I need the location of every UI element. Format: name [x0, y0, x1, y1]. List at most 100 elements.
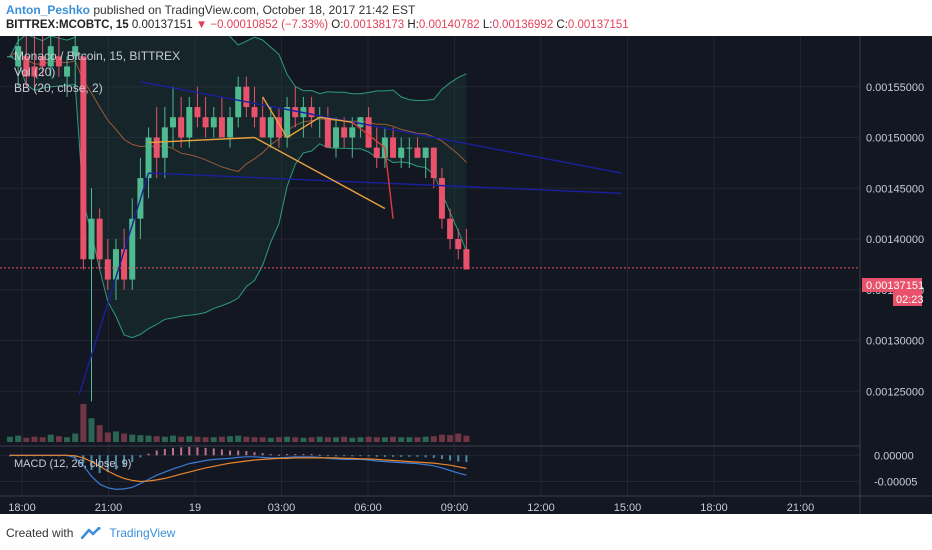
author-name[interactable]: Anton_Peshko	[6, 3, 91, 17]
candle-body	[324, 117, 331, 148]
candle-body	[186, 107, 193, 138]
candle-body	[275, 117, 282, 138]
time-tick-label: 06:00	[354, 502, 382, 514]
volume-bar	[373, 437, 380, 442]
macd-histogram-bar	[343, 455, 346, 457]
macd-histogram-bar	[155, 450, 158, 456]
macd-histogram-bar	[286, 454, 289, 456]
signal-line	[10, 454, 467, 483]
macd-histogram-bar	[432, 455, 435, 458]
macd-histogram-bar	[392, 455, 395, 457]
volume-bar	[137, 435, 144, 442]
candle-body	[55, 56, 62, 67]
time-tick-label: 03:00	[268, 502, 296, 514]
volume-bar	[7, 436, 13, 442]
last-price-tag-text: 0.00137151	[866, 280, 924, 292]
candle-body	[455, 239, 462, 250]
macd-histogram-bar	[82, 455, 85, 464]
volume-bar	[227, 436, 234, 442]
volume-bar	[259, 437, 266, 442]
macd-histogram-bar	[383, 455, 386, 457]
macd-histogram-bar	[212, 448, 215, 456]
candle-body	[7, 56, 13, 58]
price-tick-label: 0.00155000	[866, 82, 924, 94]
macd-tick-label: 0.00000	[874, 450, 914, 462]
chart-area[interactable]: 0.00000 -0.00005 0.00155000 0.00150000 0.00…	[0, 0, 932, 514]
trendline-lower	[148, 172, 622, 195]
pattern-line	[148, 136, 255, 144]
candle-body	[153, 137, 160, 158]
volume-bars	[7, 404, 470, 442]
macd-histogram-bar	[147, 453, 150, 456]
volume-bar	[316, 436, 323, 442]
volume-bar	[55, 436, 62, 442]
pattern-line	[262, 96, 288, 138]
candle-body	[88, 218, 95, 260]
candle-body	[243, 86, 250, 108]
bb-legend: BB (20, close, 2)	[14, 81, 103, 95]
time-tick-label: 19	[189, 502, 201, 514]
macd-histogram-bar	[229, 450, 232, 456]
pattern-line	[254, 136, 386, 210]
volume-bar	[455, 433, 462, 442]
pattern-line	[319, 116, 353, 123]
trendline-support	[78, 172, 150, 395]
candle-body	[267, 117, 274, 138]
price-chart[interactable]: 0.00000 -0.00005 0.00155000 0.00150000 0.00…	[0, 0, 932, 514]
macd-histogram-bar	[408, 455, 411, 457]
volume-bar	[284, 436, 291, 442]
volume-bar	[178, 436, 185, 442]
low-label: L:	[482, 19, 493, 31]
tradingview-brand[interactable]: TradingView	[109, 526, 176, 540]
candle-body	[23, 56, 30, 77]
macd-histogram-bar	[188, 446, 191, 456]
volume-bar	[47, 434, 54, 442]
macd-histogram-bar	[294, 454, 297, 456]
macd-histogram-bar	[359, 455, 362, 457]
macd-histogram-bar	[139, 455, 142, 458]
macd-histogram-bar	[318, 454, 321, 456]
footer: Created with TradingView	[6, 526, 175, 540]
candle-body	[31, 66, 38, 77]
candle-body	[438, 178, 445, 219]
vol-legend: Vol (20)	[14, 65, 55, 79]
macd-histogram-bar	[220, 449, 223, 456]
high-label: H:	[407, 19, 419, 31]
bb-upper-line	[9, 0, 467, 102]
volume-bar	[324, 437, 331, 442]
candle-body	[373, 147, 380, 158]
price-tick-label: 0.00130000	[866, 336, 924, 348]
volume-bar	[161, 436, 168, 442]
candle-body	[349, 127, 356, 138]
candle-body	[406, 147, 413, 149]
candle-body	[390, 137, 397, 158]
candle-body	[341, 127, 348, 138]
volume-bar	[267, 437, 274, 442]
time-tick-label: 21:00	[787, 502, 815, 514]
macd-histogram-bar	[335, 455, 337, 457]
macd-histogram-bar	[114, 455, 117, 470]
candle-body	[259, 117, 266, 138]
macd-histogram-bar	[261, 453, 264, 456]
volume-bar	[88, 418, 95, 442]
macd-histogram-bar	[465, 455, 468, 463]
created-with-text: Created with	[6, 526, 74, 540]
candle-body	[210, 117, 217, 128]
price-change: ▼ −0.00010852 (−7.33%)	[195, 19, 329, 31]
published-text: published on TradingView.com, October 18…	[93, 3, 416, 17]
symbol-label: BITTREX:MCOBTC, 15	[6, 19, 129, 31]
candle-body	[96, 218, 103, 260]
macd-histogram-bar	[375, 455, 378, 457]
macd-histogram-bar	[326, 455, 329, 457]
macd-histogram-bar	[123, 455, 126, 466]
volume-bar	[357, 437, 364, 442]
volume-bar	[194, 436, 201, 442]
macd-histogram-bar	[302, 454, 305, 456]
macd-histogram-bar	[424, 455, 427, 458]
chart-background	[0, 36, 932, 514]
volume-bar	[333, 437, 339, 442]
volume-bar	[398, 437, 405, 442]
time-tick-label: 12:00	[527, 502, 555, 514]
candle-body	[178, 117, 185, 138]
volume-bar	[64, 437, 71, 442]
